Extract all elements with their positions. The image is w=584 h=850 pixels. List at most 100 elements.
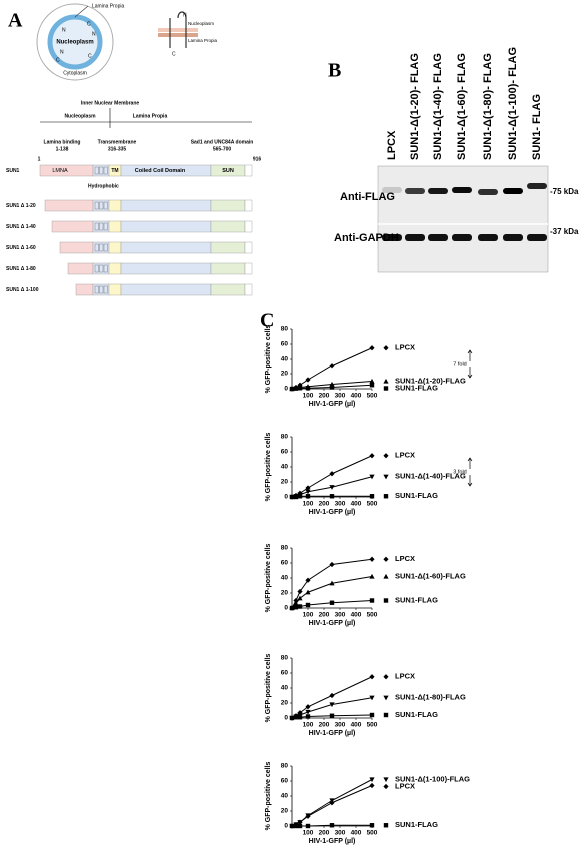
marker: [329, 702, 335, 708]
marker: [369, 777, 375, 783]
y-tick-label: 40: [281, 464, 289, 471]
domain-tm: [108, 199, 122, 212]
x-tick-label: 200: [319, 393, 330, 400]
domain-lmna: [44, 199, 94, 212]
construct-label: SUN1 Δ 1-100: [6, 287, 39, 293]
marker: [369, 573, 375, 579]
domain-label: 316-335: [108, 146, 127, 152]
marker: [369, 556, 375, 562]
y-axis-title: % GFP-positive cells: [265, 543, 272, 612]
marker: [305, 709, 311, 715]
marker: [297, 604, 303, 609]
marker: [297, 819, 303, 825]
domain-name: LMNA: [52, 168, 68, 174]
marker: [369, 712, 375, 718]
marker: [305, 489, 311, 495]
membrane-inset: N Nucleoplasm Lamina Propia C: [158, 11, 218, 57]
marker: [293, 715, 299, 720]
y-tick-label: 40: [281, 685, 289, 692]
domain-lmna: [51, 220, 94, 233]
domain-hydrophobic: [92, 241, 110, 254]
marker: [305, 714, 311, 719]
marker: [369, 453, 375, 459]
domain-tail: [244, 241, 253, 254]
domain-sun: [210, 241, 246, 254]
marker: [369, 474, 375, 480]
domain-label: Lamina Propia: [133, 113, 168, 119]
cell-diagram: Lamina Propia Nucleoplasm Cytoplasm N C …: [36, 3, 124, 81]
legend-marker: [383, 378, 389, 384]
line-chart: 0 20 40 60 80 100 200 300 400 500 HIV-1-GFP (µl) % …: [265, 432, 473, 516]
x-tick-label: 400: [351, 612, 362, 619]
y-axis-title: % GFP-positive cells: [265, 653, 272, 722]
domain-coiled: [120, 262, 212, 275]
western-blot: [377, 165, 549, 273]
x-tick-label: 500: [367, 722, 378, 729]
flag-band: [405, 188, 425, 194]
marker: [329, 580, 335, 586]
x-tick-label: 300: [335, 612, 346, 619]
y-tick-label: 0: [284, 605, 288, 612]
lane-label: LPCX: [386, 130, 398, 160]
marker: [369, 695, 375, 701]
x-tick-label: 100: [303, 393, 314, 400]
marker: [293, 494, 299, 500]
cell-label: Nucleoplasm: [56, 40, 93, 46]
x-tick-label: 400: [351, 501, 362, 508]
legend-marker: [383, 712, 389, 718]
x-tick-label: 400: [351, 393, 362, 400]
cell-marker: N: [62, 27, 66, 33]
y-tick-label: 60: [281, 670, 289, 677]
y-tick-label: 60: [281, 778, 289, 785]
domain-coiled: [120, 283, 212, 296]
marker: [297, 823, 303, 829]
legend-label: LPCX: [395, 451, 415, 460]
domain-name: SUN: [222, 168, 234, 174]
legend-marker: [383, 823, 389, 828]
domain-lmna: [59, 241, 94, 254]
construct-label: SUN1 Δ 1-60: [6, 245, 36, 251]
y-tick-label: 20: [281, 808, 289, 815]
marker: [305, 602, 311, 608]
lane-label: SUN1-Δ(1-80)- FLAG: [482, 53, 494, 160]
inset-label: Nucleoplasm: [188, 21, 214, 26]
domain-label: Sad1 and UNC84A domain: [191, 139, 254, 145]
y-tick-label: 80: [281, 326, 289, 333]
construct-label: SUN1: [6, 168, 20, 174]
line-chart: 0 20 40 60 80 100 200 300 400 500 HIV-1-GFP (µl) % …: [265, 543, 466, 626]
legend-marker: [383, 777, 389, 783]
hydrophobic-box: [94, 201, 99, 210]
domain-hydrophobic: [92, 283, 110, 296]
x-tick-label: 200: [319, 830, 330, 837]
marker: [369, 598, 375, 603]
panel-label: B: [328, 60, 341, 82]
y-tick-label: 60: [281, 341, 289, 348]
marker: [329, 692, 335, 699]
marker: [329, 494, 335, 499]
legend-marker: [383, 345, 389, 351]
hydrophobic-box: [94, 243, 99, 252]
legend-marker: [383, 556, 389, 562]
hydrophobic-box: [94, 166, 99, 175]
legend-marker: [383, 573, 389, 579]
marker: [369, 823, 375, 828]
flag-band: [452, 187, 472, 193]
domain-hydrophobic: [92, 220, 110, 233]
x-tick-label: 500: [367, 612, 378, 619]
marker: [329, 485, 335, 490]
marker: [329, 713, 335, 718]
domain-tm: [108, 262, 122, 275]
legend-label: SUN1-Δ(1-100)-FLAG: [395, 774, 470, 783]
y-tick-label: 20: [281, 700, 289, 707]
hydrophobic-box: [103, 222, 108, 231]
domain-tm: [108, 283, 122, 296]
gapdh-band: [382, 234, 402, 241]
domain-lmna: [67, 262, 94, 275]
cell-label: Cytoplasm: [63, 70, 87, 76]
marker: [369, 674, 375, 680]
gapdh-band: [452, 234, 472, 241]
legend-label: SUN1-FLAG: [395, 710, 438, 719]
domain-hydrophobic: [92, 164, 110, 177]
legend-marker: [383, 695, 389, 701]
x-tick-label: 400: [351, 830, 362, 837]
